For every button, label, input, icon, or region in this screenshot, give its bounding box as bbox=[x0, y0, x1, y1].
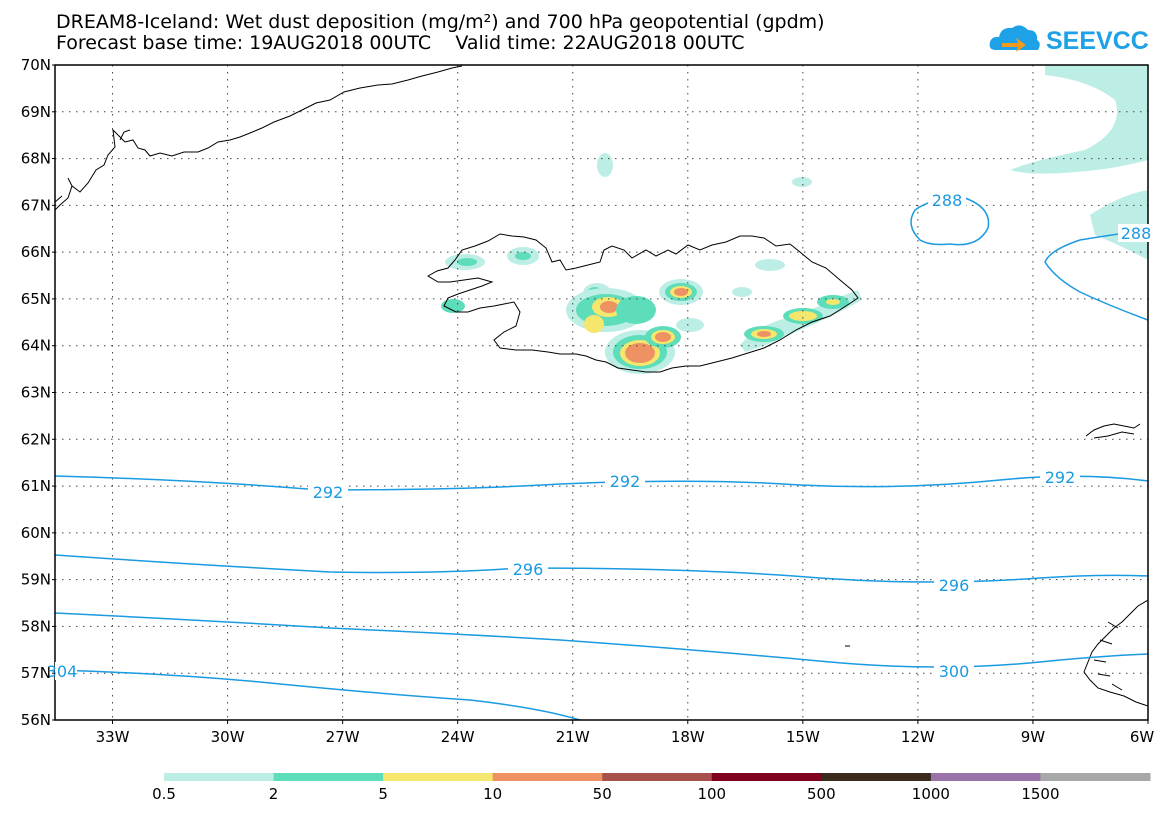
legend-label: 2 bbox=[269, 785, 279, 803]
legend-swatch bbox=[711, 773, 822, 781]
longitude-label: 24W bbox=[441, 728, 475, 746]
legend-label: 1500 bbox=[1021, 785, 1059, 803]
latitude-label: 60N bbox=[21, 524, 51, 542]
contour-label: 296 bbox=[939, 576, 970, 595]
latitude-label: 61N bbox=[21, 477, 51, 495]
latitude-label: 62N bbox=[21, 430, 51, 448]
contour-label: 296 bbox=[513, 560, 544, 579]
color-legend: 0.5 2 5 10 50 100 500 1000 1500 bbox=[152, 773, 1151, 803]
legend-label: 10 bbox=[483, 785, 502, 803]
latitude-label: 64N bbox=[21, 337, 51, 355]
map-title: DREAM8-Iceland: Wet dust deposition (mg/… bbox=[56, 11, 825, 33]
latitude-label: 56N bbox=[21, 711, 51, 729]
contour-label: 292 bbox=[1045, 468, 1076, 487]
latitude-labels: 70N 69N 68N 67N 66N 65N 64N 63N 62N 61N 60N 59N 58N 5… bbox=[21, 56, 55, 729]
latitude-label: 65N bbox=[21, 290, 51, 308]
contour-label: 292 bbox=[610, 472, 641, 491]
contour-labels: 288 288 292 292 292 296 296 300 304 bbox=[47, 191, 1152, 681]
legend-label: 50 bbox=[593, 785, 612, 803]
latitude-label: 67N bbox=[21, 196, 51, 214]
map-subtitle: Forecast base time: 19AUG2018 00UTC Vali… bbox=[56, 32, 745, 54]
legend-label: 100 bbox=[697, 785, 726, 803]
longitude-label: 27W bbox=[326, 728, 360, 746]
legend-swatch bbox=[164, 773, 275, 781]
longitude-label: 15W bbox=[786, 728, 820, 746]
dust-deposition-shading bbox=[441, 65, 1148, 374]
legend-label: 5 bbox=[378, 785, 388, 803]
latitude-label: 66N bbox=[21, 243, 51, 261]
latitude-label: 69N bbox=[21, 103, 51, 121]
legend-swatch bbox=[930, 773, 1041, 781]
latitude-label: 63N bbox=[21, 384, 51, 402]
longitude-label: 33W bbox=[96, 728, 130, 746]
cloud-icon bbox=[989, 25, 1040, 52]
contour-label: 288 bbox=[1121, 224, 1152, 243]
legend-swatch bbox=[492, 773, 603, 781]
latitude-label: 57N bbox=[21, 664, 51, 682]
seevccc-logo: SEEVCCC bbox=[989, 25, 1148, 55]
legend-label: 0.5 bbox=[152, 785, 176, 803]
legend-swatch bbox=[821, 773, 932, 781]
legend-label: 500 bbox=[807, 785, 836, 803]
legend-swatch bbox=[602, 773, 713, 781]
contour-label: 292 bbox=[313, 483, 344, 502]
legend-label: 1000 bbox=[912, 785, 950, 803]
legend-swatch bbox=[1040, 773, 1151, 781]
latitude-label: 59N bbox=[21, 571, 51, 589]
latitude-label: 58N bbox=[21, 617, 51, 635]
latitude-label: 68N bbox=[21, 150, 51, 168]
map-area bbox=[55, 65, 1148, 720]
legend-swatch bbox=[273, 773, 384, 781]
longitude-label: 18W bbox=[671, 728, 705, 746]
coastlines bbox=[55, 65, 1148, 707]
longitude-label: 12W bbox=[901, 728, 935, 746]
contour-label: 300 bbox=[939, 662, 970, 681]
longitude-label: 9W bbox=[1021, 728, 1046, 746]
longitude-label: 21W bbox=[556, 728, 590, 746]
geopotential-contours bbox=[55, 197, 1148, 720]
longitude-label: 30W bbox=[211, 728, 245, 746]
legend-swatch bbox=[383, 773, 494, 781]
contour-label: 288 bbox=[932, 191, 963, 210]
contour-label: 304 bbox=[47, 662, 78, 681]
longitude-labels: 33W 30W 27W 24W 21W 18W 15W 12W 9W 6W bbox=[96, 720, 1155, 746]
logo-text: SEEVCCC bbox=[1046, 27, 1148, 55]
longitude-label: 6W bbox=[1130, 728, 1155, 746]
latitude-label: 70N bbox=[21, 56, 51, 74]
